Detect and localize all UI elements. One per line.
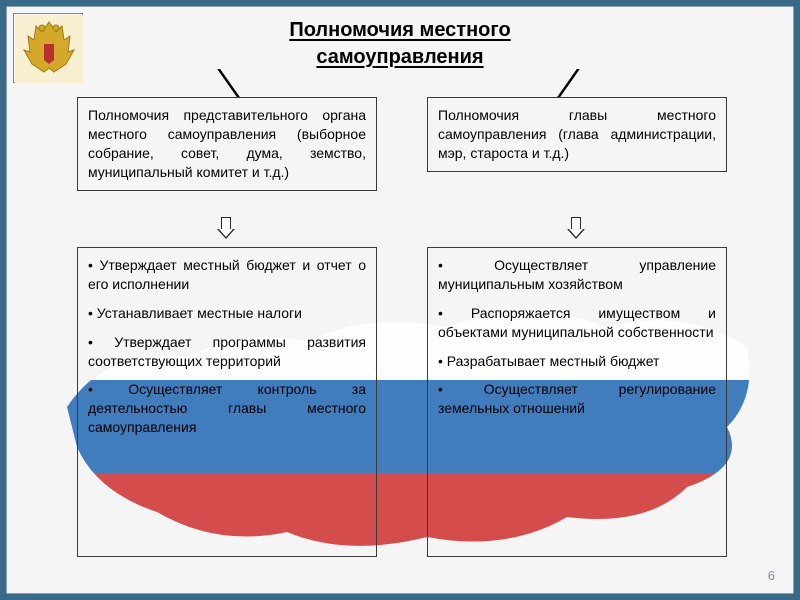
text-representative-body: Полномочия представительного органа мест… xyxy=(88,107,366,180)
list-item: Утверждает местный бюджет и отчет о его … xyxy=(88,256,366,294)
title-line2: самоуправления xyxy=(316,46,483,68)
list-item: Осуществляет контроль за деятельностью г… xyxy=(88,380,366,437)
list-head-powers: Осуществляет управление муниципальным хо… xyxy=(438,256,716,418)
list-item: Утверждает программы развития соответств… xyxy=(88,333,366,371)
box-head-authority: Полномочия главы местного самоуправления… xyxy=(427,97,727,172)
text-head-authority: Полномочия главы местного самоуправления… xyxy=(438,107,716,161)
outer-frame: Полномочия местного самоуправления Полно… xyxy=(0,0,800,600)
box-representative-body: Полномочия представительного органа мест… xyxy=(77,97,377,191)
slide-title: Полномочия местного самоуправления xyxy=(7,17,793,71)
connector-line-left xyxy=(217,69,240,97)
box-head-powers: Осуществляет управление муниципальным хо… xyxy=(427,247,727,557)
list-item: Устанавливает местные налоги xyxy=(88,304,366,323)
list-item: Осуществляет управление муниципальным хо… xyxy=(438,256,716,294)
arrow-down-icon xyxy=(567,217,585,241)
page-number: 6 xyxy=(768,568,775,583)
box-representative-powers: Утверждает местный бюджет и отчет о его … xyxy=(77,247,377,557)
list-representative-powers: Утверждает местный бюджет и отчет о его … xyxy=(88,256,366,437)
list-item: Распоряжается имуществом и объектами мун… xyxy=(438,304,716,342)
connector-line-right xyxy=(557,69,580,97)
arrow-down-icon xyxy=(217,217,235,241)
slide-canvas: Полномочия местного самоуправления Полно… xyxy=(6,6,794,594)
title-line1: Полномочия местного xyxy=(289,19,510,41)
list-item: Осуществляет регулирование земельных отн… xyxy=(438,380,716,418)
list-item: Разрабатывает местный бюджет xyxy=(438,352,716,371)
